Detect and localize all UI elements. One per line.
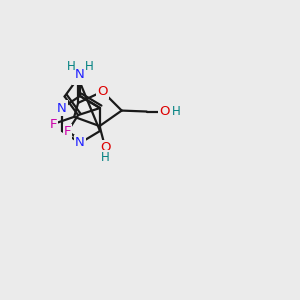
Text: H: H [85,60,94,73]
Text: F: F [64,125,71,138]
Text: O: O [100,141,110,154]
Text: O: O [159,105,170,118]
Text: F: F [50,118,57,130]
Text: O: O [97,85,108,98]
Text: H: H [172,105,181,118]
Text: N: N [73,71,83,84]
Text: H: H [66,60,75,73]
Text: N: N [75,68,85,80]
Text: N: N [57,101,67,115]
Text: N: N [75,136,85,149]
Text: H: H [101,151,110,164]
